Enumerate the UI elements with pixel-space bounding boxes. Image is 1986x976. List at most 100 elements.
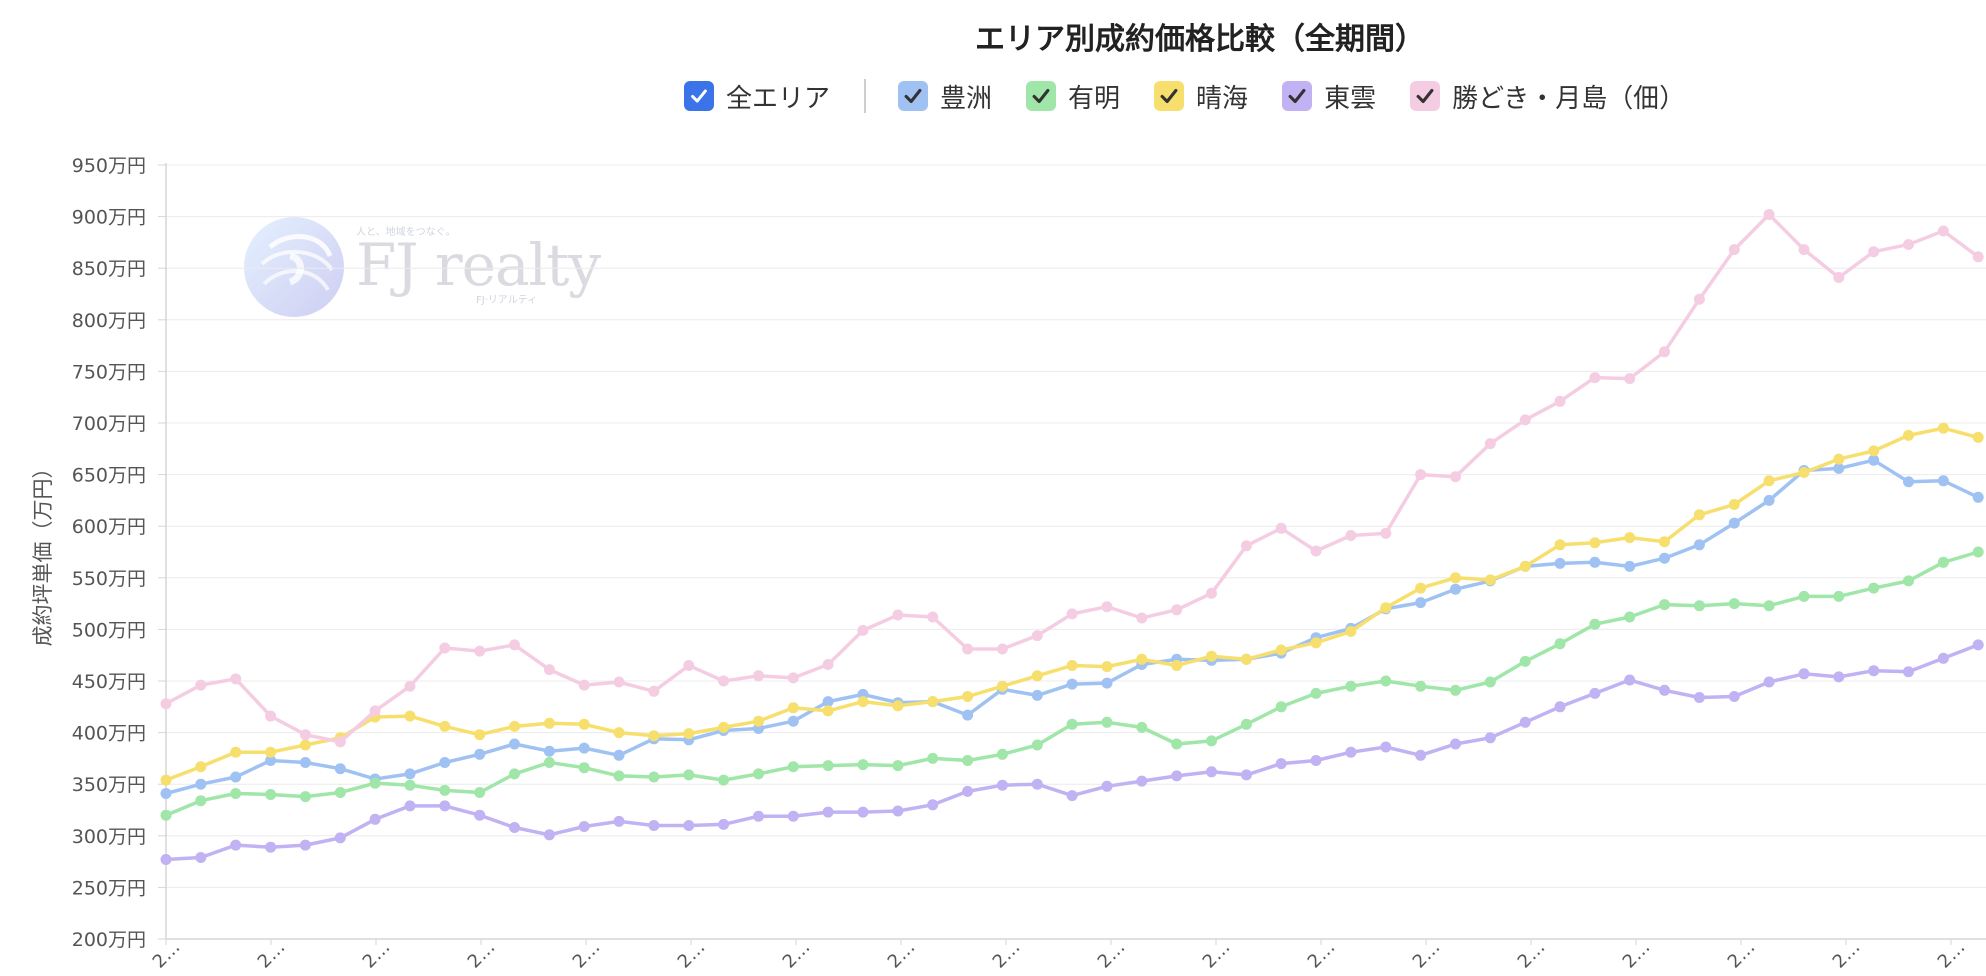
legend-item-harumi[interactable]: 晴海 — [1154, 78, 1248, 115]
data-point — [613, 727, 625, 739]
data-point — [1171, 660, 1183, 671]
data-point — [509, 720, 520, 732]
data-point — [1868, 582, 1880, 594]
legend-item-toyosu[interactable]: 豊洲 — [898, 78, 992, 115]
data-point — [996, 680, 1008, 692]
data-point — [1206, 587, 1217, 599]
data-point — [578, 821, 590, 832]
data-point — [1275, 644, 1287, 656]
data-point — [509, 639, 520, 651]
data-point — [160, 774, 172, 786]
data-point — [683, 728, 695, 740]
data-point — [787, 702, 799, 714]
x-tick-label: 2… — [569, 937, 605, 973]
data-point — [718, 675, 730, 687]
data-point — [1763, 494, 1775, 506]
data-point — [718, 818, 730, 830]
data-point — [299, 757, 311, 768]
legend-label: 東雲 — [1324, 83, 1377, 114]
data-point — [1136, 775, 1148, 787]
y-tick-label: 950万円 — [72, 155, 146, 177]
series-line — [164, 458, 1980, 796]
data-point — [1833, 590, 1845, 602]
data-point — [543, 717, 555, 729]
data-point — [160, 809, 172, 821]
data-point — [927, 696, 939, 708]
y-tick-label: 300万円 — [72, 826, 146, 848]
data-point — [1101, 716, 1113, 728]
legend-toggle-all[interactable]: 全エリア — [684, 78, 830, 115]
checkbox-all[interactable] — [684, 81, 714, 111]
legend-checkbox[interactable] — [898, 81, 929, 111]
data-point — [265, 710, 277, 722]
data-point — [1415, 469, 1427, 481]
data-point — [1937, 225, 1949, 237]
data-point — [1972, 639, 1984, 651]
data-point — [1450, 471, 1461, 483]
data-point — [195, 679, 207, 691]
legend-item-shinonome[interactable]: 東雲 — [1282, 78, 1376, 115]
data-point — [334, 832, 346, 844]
y-tick-label: 250万円 — [72, 877, 146, 899]
data-point — [1589, 372, 1601, 384]
data-point — [369, 777, 381, 789]
data-point — [1031, 778, 1043, 790]
data-point — [1833, 671, 1845, 683]
check-icon — [1160, 88, 1178, 104]
check-icon — [1288, 88, 1306, 104]
data-point — [1031, 739, 1043, 751]
data-point — [996, 779, 1008, 791]
x-tick-label: 2… — [674, 937, 710, 973]
legend-item-ariake[interactable]: 有明 — [1026, 78, 1120, 115]
legend-divider — [864, 79, 867, 113]
data-point — [1415, 749, 1427, 761]
data-point — [1798, 668, 1810, 680]
data-point — [1136, 721, 1148, 733]
data-point — [1972, 431, 1984, 443]
data-point — [543, 664, 555, 676]
data-point — [753, 810, 764, 822]
data-point — [439, 757, 451, 768]
y-tick-label: 650万円 — [72, 465, 146, 487]
data-point — [230, 788, 242, 799]
x-tick-label: 2… — [989, 937, 1025, 973]
y-tick-label: 450万円 — [72, 671, 146, 693]
data-point — [1519, 414, 1531, 426]
data-point — [1206, 735, 1217, 747]
data-point — [1484, 438, 1496, 450]
data-point — [962, 709, 974, 721]
data-point — [822, 760, 834, 772]
data-point — [1310, 637, 1322, 649]
data-point — [1589, 687, 1601, 699]
data-point — [1728, 691, 1740, 702]
data-point — [1031, 689, 1043, 701]
legend-label: 有明 — [1068, 83, 1121, 114]
data-point — [404, 710, 416, 722]
data-point — [1484, 676, 1496, 688]
y-tick-label: 600万円 — [72, 516, 146, 538]
data-point — [543, 745, 555, 757]
legend-checkbox[interactable] — [1282, 81, 1313, 111]
legend-checkbox[interactable] — [1154, 81, 1185, 111]
data-point — [1903, 429, 1914, 441]
data-point — [1659, 552, 1670, 564]
watermark-subname: FJ·リアルティ — [476, 295, 538, 306]
data-point — [1554, 539, 1566, 551]
data-point — [299, 739, 311, 751]
data-point — [1136, 612, 1148, 624]
data-point — [1937, 652, 1949, 664]
legend-item-kachidoki[interactable]: 勝どき・月島（佃） — [1410, 78, 1685, 115]
data-point — [1031, 670, 1043, 682]
data-point — [509, 738, 520, 750]
data-point — [787, 761, 799, 773]
data-point — [334, 763, 346, 775]
data-point — [160, 698, 172, 710]
data-point — [578, 762, 590, 774]
legend-checkbox[interactable] — [1410, 81, 1441, 111]
data-point — [439, 784, 451, 796]
data-point — [1868, 665, 1880, 677]
data-point — [1240, 653, 1252, 665]
data-point — [1972, 491, 1984, 503]
legend-checkbox[interactable] — [1026, 81, 1057, 111]
data-point — [996, 643, 1008, 655]
